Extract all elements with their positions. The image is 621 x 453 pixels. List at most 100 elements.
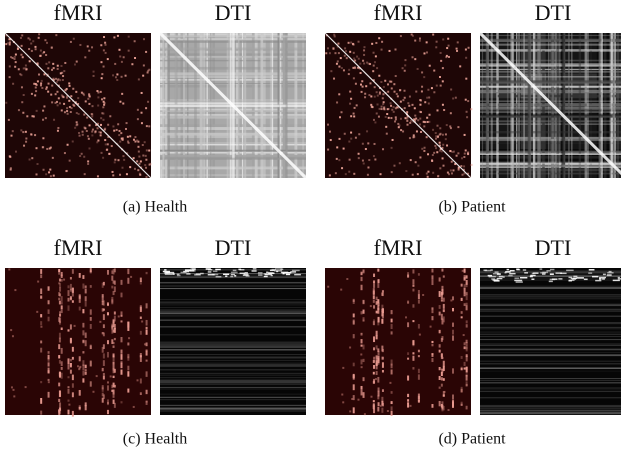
heatmap-band	[480, 34, 621, 37]
heatmap-cell	[377, 279, 380, 284]
heatmap-cell	[465, 279, 468, 285]
heatmap-cell	[145, 359, 148, 362]
heatmap-cell	[36, 80, 39, 83]
heatmap-cell	[84, 296, 87, 302]
heatmap-cell	[40, 269, 43, 274]
heatmap-cell	[132, 138, 135, 141]
heatmap-cell	[421, 85, 424, 88]
heatmap-cell	[406, 115, 409, 118]
heatmap-cell	[64, 61, 67, 64]
heatmap-cell	[81, 133, 84, 136]
heatmap-cell	[408, 137, 411, 140]
heatmap-cell	[426, 175, 429, 178]
heatmap-cell	[43, 73, 46, 76]
heatmap-cell	[440, 291, 443, 296]
heatmap-cell	[504, 271, 507, 274]
heatmap-cell	[417, 374, 420, 380]
heatmap-cell	[326, 47, 329, 50]
heatmap-cell	[132, 405, 135, 408]
heatmap-cell	[143, 343, 146, 346]
heatmap-cell	[40, 325, 43, 328]
heatmap-cell	[463, 155, 466, 158]
heatmap-cell	[463, 284, 466, 289]
heatmap-cell	[424, 121, 427, 124]
heatmap-cell	[34, 45, 37, 48]
heatmap-cell	[106, 143, 109, 146]
heatmap-cell	[412, 341, 415, 347]
heatmap-cell	[372, 299, 375, 303]
heatmap-band	[480, 387, 621, 389]
heatmap-band	[480, 81, 621, 84]
heatmap-cell	[449, 169, 452, 172]
heatmap-cell	[451, 150, 454, 153]
heatmap-cell	[63, 102, 66, 105]
heatmap-cell	[113, 129, 116, 132]
heatmap-cell	[165, 271, 171, 274]
heatmap-cell	[112, 290, 115, 296]
heatmap-cell	[442, 38, 445, 41]
heatmap-cell	[442, 391, 445, 397]
heatmap-cell	[360, 276, 363, 282]
heatmap-cell	[104, 139, 107, 142]
heatmap-cell	[40, 288, 43, 295]
heatmap-cell	[35, 173, 38, 176]
heatmap-cell	[102, 118, 105, 121]
heatmap-cell	[112, 382, 115, 388]
heatmap-cell	[106, 409, 109, 415]
heatmap-diagonal	[4, 32, 152, 179]
heatmap-cell	[13, 395, 16, 398]
heatmap-cell	[375, 371, 378, 376]
heatmap-cell	[102, 106, 105, 109]
heatmap-cell	[111, 339, 114, 344]
heatmap-cell	[55, 34, 58, 37]
heatmap-cell	[45, 87, 48, 90]
heatmap-cell	[466, 116, 469, 119]
heatmap-cell	[362, 317, 365, 320]
heatmap-cell	[103, 97, 106, 100]
heatmap-cell	[101, 332, 104, 335]
heatmap-cell	[441, 285, 444, 291]
heatmap-cell	[436, 151, 439, 154]
heatmap-cell	[448, 55, 451, 58]
heatmap-cell	[451, 307, 454, 312]
heatmap-cell	[10, 386, 13, 389]
heatmap-cell	[402, 99, 405, 102]
heatmap-cell	[530, 274, 536, 277]
heatmap-band	[160, 298, 306, 300]
heatmap-cell	[340, 111, 343, 114]
heatmap-cell	[102, 353, 105, 359]
heatmap-cell	[374, 378, 377, 381]
heatmap-cell	[282, 272, 285, 275]
heatmap-cell	[460, 386, 463, 393]
heatmap-band	[160, 157, 306, 160]
heatmap-cell	[441, 146, 444, 149]
heatmap-cell	[100, 151, 103, 154]
heatmap-cell	[58, 332, 61, 339]
heatmap-cell	[449, 150, 452, 153]
heatmap-cell	[60, 94, 63, 97]
heatmap-band	[160, 399, 306, 401]
heatmap-band	[480, 163, 621, 165]
heatmap-cell	[417, 273, 420, 276]
heatmap-band	[480, 138, 621, 142]
heatmap-cell	[106, 312, 109, 316]
heatmap-band	[480, 382, 621, 384]
heatmap-cell	[114, 158, 117, 161]
heatmap-cell	[364, 92, 367, 95]
heatmap-cell	[112, 319, 115, 322]
heatmap-cell	[432, 171, 435, 174]
heatmap-cell	[9, 168, 12, 171]
heatmap-cell	[91, 128, 94, 131]
heatmap-cell	[58, 269, 61, 273]
heatmap-cell	[112, 355, 115, 362]
heatmap-cell	[271, 268, 276, 271]
heatmap-cell	[61, 71, 64, 74]
heatmap-cell	[349, 346, 352, 349]
heatmap-cell	[377, 406, 380, 412]
heatmap-cell	[465, 354, 468, 358]
heatmap-band	[480, 345, 621, 347]
heatmap-cell	[120, 137, 123, 140]
heatmap-cell	[438, 277, 441, 282]
heatmap-cell	[68, 159, 71, 162]
heatmap-cell	[348, 68, 351, 71]
